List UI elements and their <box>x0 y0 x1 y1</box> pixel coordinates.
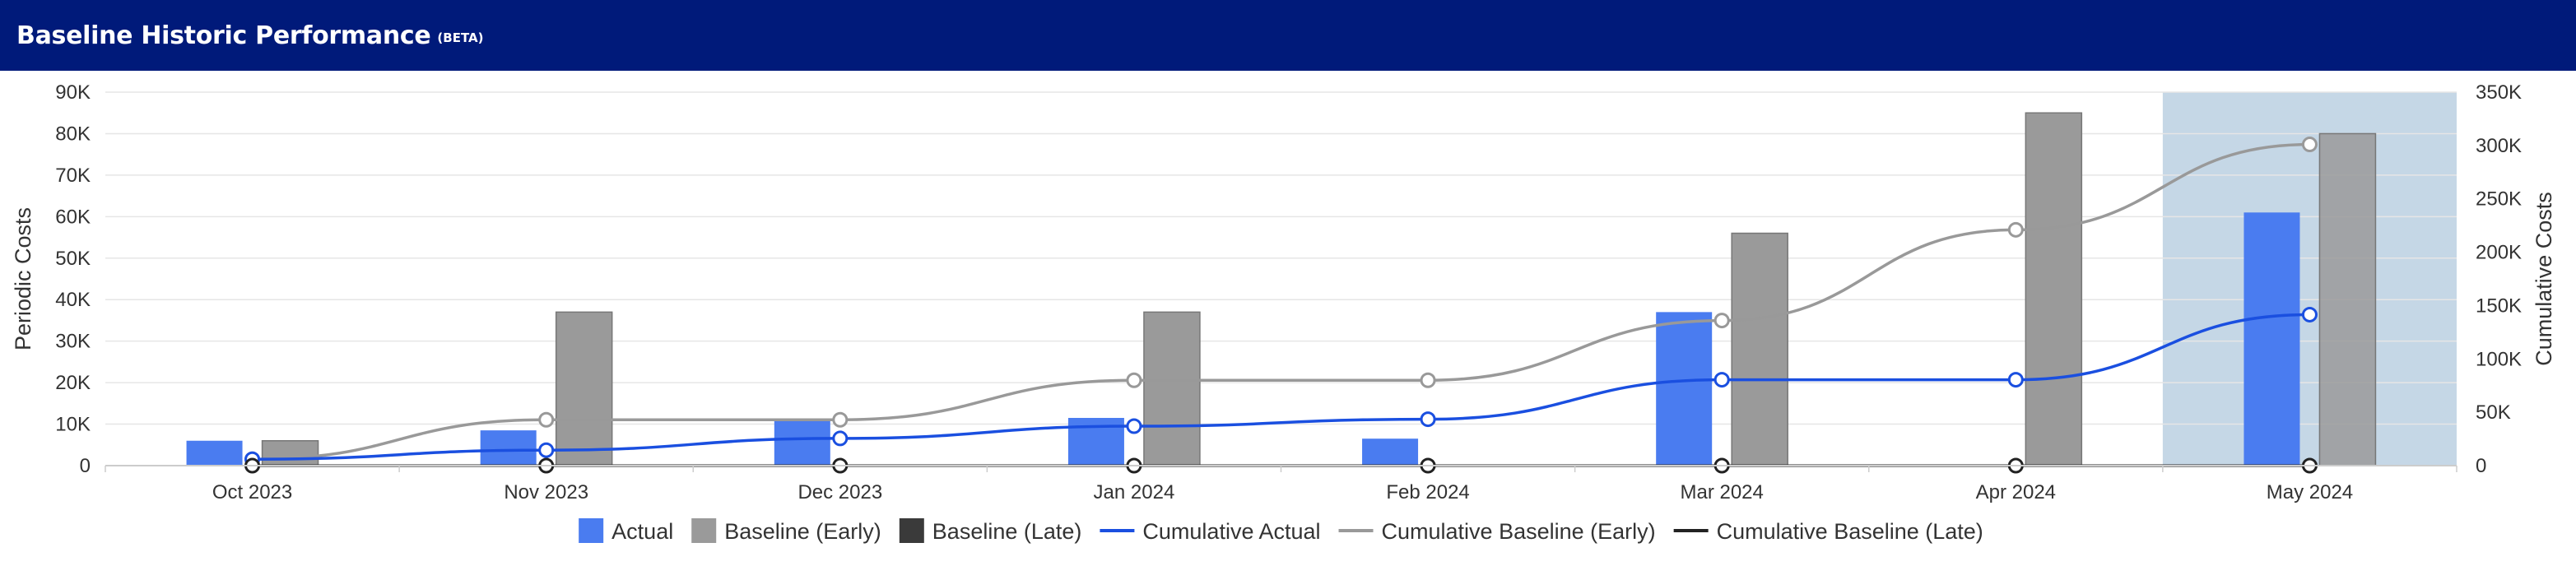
point-cumulative-baseline-early <box>1713 313 1730 329</box>
y-left-tick-label: 40K <box>55 289 91 311</box>
bar-actual <box>480 430 537 466</box>
panel-title: Baseline Historic Performance <box>16 21 431 50</box>
legend-item-cumulative-baseline-late[interactable]: Cumulative Baseline (Late) <box>1673 519 1983 544</box>
point-cumulative-baseline-early <box>538 411 555 428</box>
x-tick-label: Dec 2023 <box>797 481 882 503</box>
y-left-tick-label: 70K <box>55 165 91 187</box>
legend-label: Cumulative Baseline (Late) <box>1717 519 1983 544</box>
legend-item-cumulative-actual[interactable]: Cumulative Actual <box>1100 519 1321 544</box>
y-right-tick-label: 100K <box>2476 348 2522 370</box>
legend-swatch <box>579 518 604 543</box>
bar-baseline-early <box>1731 232 1788 466</box>
bar-baseline-early <box>2025 112 2083 466</box>
y-right-tick-label: 0 <box>2476 455 2486 477</box>
point-cumulative-actual <box>1713 372 1730 388</box>
y-right-axis-title: Cumulative Costs <box>2532 192 2556 366</box>
legend-swatch <box>899 518 924 543</box>
point-cumulative-baseline-early <box>1126 372 1142 388</box>
bar-actual <box>2244 212 2300 466</box>
legend-item-baseline-early[interactable]: Baseline (Early) <box>691 518 881 544</box>
legend-item-actual[interactable]: Actual <box>579 518 673 544</box>
point-cumulative-actual <box>1420 411 1436 428</box>
legend-swatch <box>691 518 717 543</box>
legend-label: Actual <box>611 519 673 544</box>
highlight-band <box>2162 92 2457 466</box>
y-right-tick-label: 200K <box>2476 242 2522 264</box>
point-cumulative-actual <box>1126 418 1142 434</box>
x-tick-label: Nov 2023 <box>504 481 588 503</box>
y-right-tick-label: 250K <box>2476 188 2522 211</box>
legend-label: Baseline (Late) <box>932 519 1082 544</box>
panel-header: Baseline Historic Performance (BETA) <box>0 0 2576 71</box>
legend-item-cumulative-baseline-early[interactable]: Cumulative Baseline (Early) <box>1338 519 1656 544</box>
y-right-tick-label: 150K <box>2476 295 2522 317</box>
point-cumulative-actual <box>2301 306 2318 322</box>
y-left-tick-label: 20K <box>55 372 91 394</box>
point-cumulative-actual <box>2007 372 2024 388</box>
y-left-tick-label: 50K <box>55 248 91 270</box>
x-tick-label: Mar 2024 <box>1680 481 1763 503</box>
line-cumulative-actual <box>252 313 2310 461</box>
y-left-tick-label: 80K <box>55 123 91 145</box>
legend-label: Cumulative Actual <box>1142 519 1320 544</box>
y-left-axis-title: Periodic Costs <box>11 207 35 350</box>
y-left-tick-label: 0 <box>80 455 91 477</box>
legend-label: Cumulative Baseline (Early) <box>1382 519 1656 544</box>
legend-label: Baseline (Early) <box>724 519 881 544</box>
point-cumulative-baseline-early <box>1420 372 1436 388</box>
y-left-tick-label: 90K <box>55 81 91 104</box>
x-tick-label: Jan 2024 <box>1094 481 1175 503</box>
point-cumulative-actual <box>538 442 555 458</box>
point-cumulative-baseline-early <box>832 411 849 428</box>
baseline-performance-chart: 0 10K 20K 30K 40K 50K 60K 70K 80K 90K 0 50K 100K 150K… <box>11 81 2556 544</box>
y-right-tick-label: 300K <box>2476 135 2522 157</box>
x-tick-label: Feb 2024 <box>1386 481 1469 503</box>
bar-baseline-early <box>1143 311 1201 466</box>
bar-actual <box>1656 312 1713 466</box>
point-cumulative-baseline-early <box>2007 221 2024 238</box>
legend-item-baseline-late[interactable]: Baseline (Late) <box>899 518 1082 544</box>
bar-baseline-early <box>2318 132 2377 466</box>
bar-baseline-early <box>261 439 319 466</box>
x-tick-label: Apr 2024 <box>1976 481 2056 503</box>
bar-actual <box>774 420 830 466</box>
bar-baseline-early <box>555 311 613 466</box>
y-left-tick-label: 10K <box>55 414 91 436</box>
line-cumulative-baseline-early <box>252 142 2310 461</box>
y-left-tick-label: 30K <box>55 331 91 353</box>
y-right-tick-label: 50K <box>2476 401 2511 424</box>
x-tick-label: Oct 2023 <box>212 481 292 503</box>
bar-actual <box>1362 438 1419 466</box>
beta-badge: (BETA) <box>437 30 484 45</box>
x-tick-label: May 2024 <box>2267 481 2353 503</box>
point-cumulative-baseline-early <box>2301 137 2318 153</box>
bar-actual <box>186 440 243 466</box>
y-right-tick-label: 350K <box>2476 81 2522 104</box>
y-left-tick-label: 60K <box>55 206 91 228</box>
point-cumulative-actual <box>832 430 849 447</box>
